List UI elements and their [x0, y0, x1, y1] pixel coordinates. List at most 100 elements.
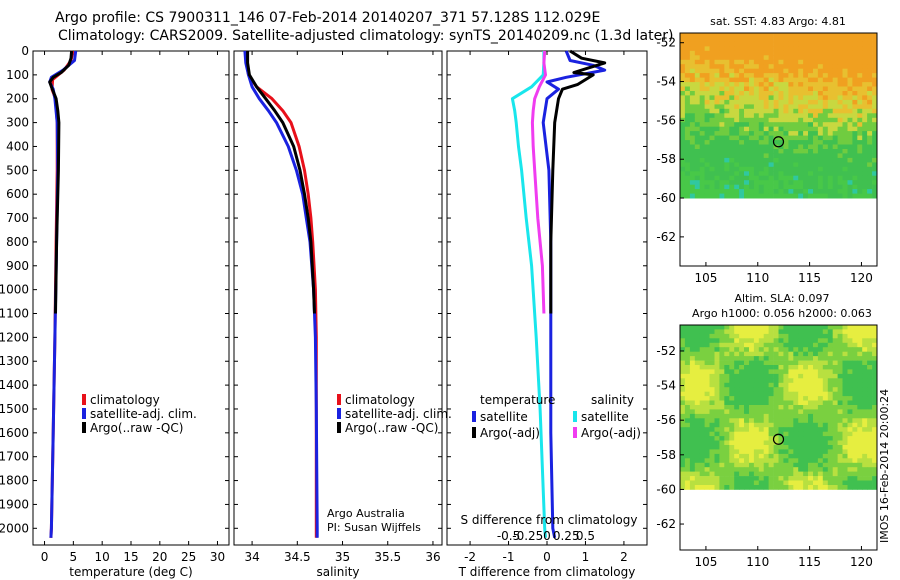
heatmap-cell: [808, 166, 814, 172]
heatmap-cell: [729, 405, 735, 410]
heatmap-cell: [808, 387, 814, 392]
heatmap-cell: [763, 135, 769, 141]
heatmap-cell: [852, 409, 858, 415]
heatmap-cell: [714, 95, 720, 101]
heatmap-cell: [729, 409, 735, 415]
heatmap-cell: [689, 365, 696, 370]
heatmap-cell: [817, 149, 824, 154]
heatmap-cell: [773, 46, 779, 52]
heatmap-cell: [763, 453, 769, 459]
heatmap-cell: [773, 351, 779, 357]
heatmap-cell: [768, 413, 774, 419]
heatmap-cell: [857, 149, 863, 154]
heatmap-cell: [832, 431, 838, 437]
heatmap-cell: [749, 400, 755, 406]
heatmap-cell: [827, 33, 834, 38]
heatmap-cell: [783, 476, 789, 481]
heatmap-cell: [832, 356, 838, 361]
heatmap-cell: [714, 462, 720, 468]
heatmap-cell: [798, 175, 804, 181]
heatmap-cell: [862, 131, 868, 136]
heatmap-cell: [788, 193, 794, 199]
heatmap-cell: [857, 422, 863, 428]
heatmap-cell: [689, 418, 696, 424]
heatmap-cell: [744, 64, 750, 70]
heatmap-cell: [734, 480, 740, 486]
heatmap-cell: [719, 391, 725, 397]
heatmap-cell: [803, 91, 809, 96]
heatmap-cell: [773, 140, 779, 145]
heatmap-cell: [689, 46, 696, 52]
heatmap-cell: [817, 153, 824, 159]
heatmap-cell: [729, 333, 735, 339]
heatmap-cell: [694, 126, 701, 132]
heatmap-cell: [749, 77, 755, 83]
heatmap-cell: [817, 476, 824, 481]
heatmap-cell: [837, 149, 843, 154]
heatmap-cell: [724, 64, 730, 70]
heatmap-cell: [783, 333, 789, 339]
heatmap-cell: [788, 149, 794, 154]
heatmap-cell: [837, 68, 843, 74]
heatmap-cell: [867, 126, 873, 132]
heatmap-cell: [753, 347, 760, 352]
heatmap-cell: [739, 347, 745, 352]
heatmap-cell: [803, 351, 809, 357]
heatmap-cell: [852, 184, 858, 190]
heatmap-cell: [753, 360, 760, 366]
heatmap-cell: [857, 431, 863, 437]
heatmap-cell: [709, 351, 715, 357]
heatmap-cell: [773, 400, 779, 406]
heatmap-cell: [739, 440, 745, 446]
heatmap-cell: [739, 140, 745, 145]
heatmap-cell: [749, 131, 755, 136]
heatmap-cell: [684, 427, 691, 432]
heatmap-cell: [684, 378, 691, 384]
heatmap-cell: [719, 413, 725, 419]
heatmap-cell: [734, 68, 740, 74]
heatmap-cell: [714, 122, 720, 128]
heatmap-cell: [753, 387, 760, 392]
heatmap-cell: [704, 413, 710, 419]
heatmap-cell: [793, 82, 799, 87]
heatmap-cell: [724, 325, 730, 330]
heatmap-cell: [739, 73, 745, 78]
heatmap-cell: [714, 77, 720, 83]
heatmap-cell: [739, 333, 745, 339]
heatmap-cell: [714, 175, 720, 181]
heatmap-cell: [694, 95, 701, 101]
heatmap-cell: [778, 86, 784, 92]
heatmap-cell: [783, 369, 789, 375]
heatmap-cell: [803, 360, 809, 366]
heatmap-cell: [778, 467, 784, 472]
heatmap-cell: [793, 440, 799, 446]
heatmap-cell: [768, 166, 774, 172]
heatmap-cell: [744, 171, 750, 177]
heatmap-cell: [808, 360, 814, 366]
x-tick-label: -2: [464, 550, 476, 564]
heatmap-cell: [817, 347, 824, 352]
heatmap-cell: [852, 405, 858, 410]
heatmap-cell: [744, 82, 750, 87]
heatmap-cell: [724, 108, 730, 114]
heatmap-cell: [778, 453, 784, 459]
heatmap-cell: [749, 471, 755, 477]
heatmap-cell: [689, 113, 696, 119]
heatmap-cell: [763, 95, 769, 101]
heatmap-cell: [872, 108, 878, 114]
heatmap-cell: [808, 153, 814, 159]
heatmap-cell: [773, 422, 779, 428]
heatmap-cell: [783, 471, 789, 477]
heatmap-cell: [808, 445, 814, 450]
heatmap-cell: [734, 373, 740, 379]
map-x-tick-label: 120: [850, 555, 873, 569]
heatmap-cell: [857, 427, 863, 432]
heatmap-cell: [837, 400, 843, 406]
heatmap-cell: [763, 342, 769, 348]
heatmap-cell: [872, 91, 878, 96]
heatmap-cell: [749, 409, 755, 415]
heatmap-cell: [749, 440, 755, 446]
heatmap-cell: [744, 431, 750, 437]
heatmap-cell: [852, 149, 858, 154]
heatmap-cell: [689, 33, 696, 38]
